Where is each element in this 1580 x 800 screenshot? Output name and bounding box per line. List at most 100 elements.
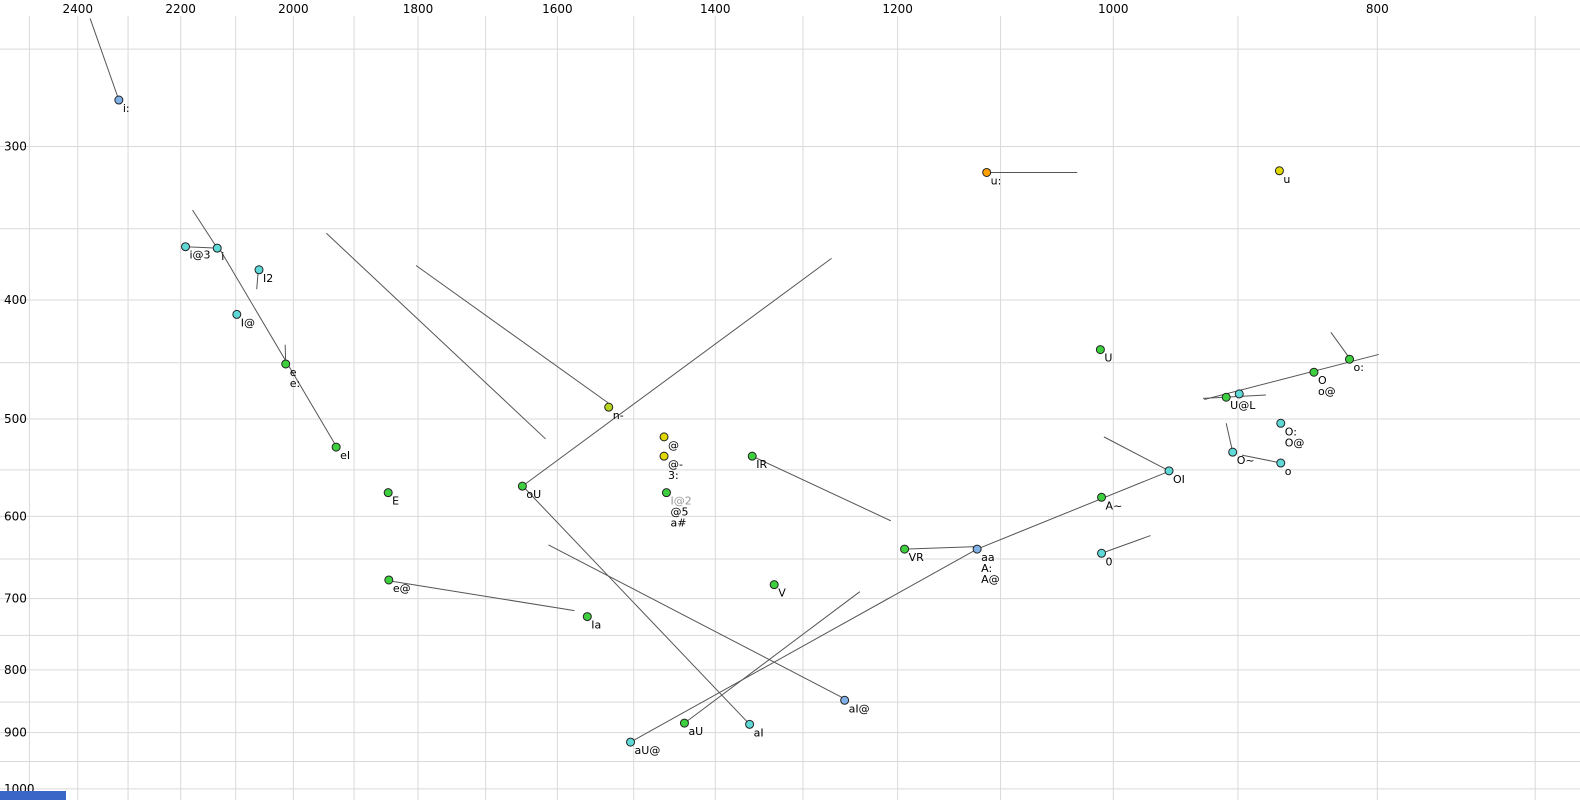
y-axis-tick-label: 700	[4, 592, 27, 606]
trajectory-line	[192, 209, 218, 249]
trajectory-line	[185, 246, 218, 249]
x-axis-tick-label: 1400	[700, 2, 731, 16]
point-label: e@	[393, 582, 411, 595]
point-label: aI	[754, 726, 764, 739]
point-label: u:	[991, 174, 1002, 187]
trajectory-line	[326, 232, 546, 440]
data-point-I@[interactable]	[232, 309, 242, 319]
point-label: oU	[526, 488, 541, 501]
point-label: o:	[1354, 361, 1364, 374]
point-label: aU@	[635, 744, 661, 757]
data-point-n-[interactable]	[604, 402, 614, 412]
y-axis-tick-label: 500	[4, 412, 27, 426]
trajectory-line	[684, 591, 861, 724]
data-point-i[interactable]	[212, 243, 222, 253]
point-label: 3:	[668, 469, 679, 482]
data-point-@[interactable]	[659, 432, 669, 442]
point-label: I2	[263, 272, 273, 285]
x-axis-tick-label: 2000	[278, 2, 309, 16]
trajectory-line	[520, 483, 750, 725]
x-axis-tick-label: 1600	[542, 2, 573, 16]
y-axis-tick-label: 900	[4, 726, 27, 740]
y-axis-tick-label: 800	[4, 663, 27, 677]
point-label: @5	[670, 506, 688, 519]
data-point-VR[interactable]	[900, 544, 910, 554]
point-label: O@	[1285, 436, 1305, 449]
data-point-oU[interactable]	[517, 481, 527, 491]
data-point-e@[interactable]	[384, 575, 394, 585]
point-label: n-	[613, 409, 624, 422]
data-point-IR[interactable]	[747, 451, 757, 461]
x-axis-tick-label: 800	[1366, 2, 1389, 16]
trajectory-line	[415, 265, 609, 404]
point-label: O:	[1285, 425, 1297, 438]
point-label: aa	[981, 551, 994, 564]
data-point-aI@[interactable]	[840, 695, 850, 705]
data-point-O~[interactable]	[1228, 447, 1238, 457]
point-label: u	[1283, 173, 1290, 186]
data-point-aU[interactable]	[679, 718, 689, 728]
data-point-V[interactable]	[769, 580, 779, 590]
data-point-A~[interactable]	[1097, 492, 1107, 502]
data-point-I@2[interactable]	[661, 488, 671, 498]
data-point-U@L[interactable]	[1221, 392, 1231, 402]
data-point-Ia[interactable]	[582, 612, 592, 622]
data-point-u[interactable]	[1274, 166, 1284, 176]
data-point-i:[interactable]	[114, 95, 124, 105]
point-label: 0	[1106, 555, 1113, 568]
data-point-0[interactable]	[1097, 548, 1107, 558]
y-axis-tick-label: 400	[4, 293, 27, 307]
data-point-o[interactable]	[1276, 458, 1286, 468]
trajectory-line	[522, 257, 832, 487]
data-point-e[interactable]	[281, 359, 291, 369]
data-point-i@3[interactable]	[181, 242, 191, 252]
point-label: A@	[981, 573, 1000, 586]
y-axis-tick-label: 600	[4, 509, 27, 523]
trajectory-line	[1202, 394, 1266, 399]
trajectory-line	[1241, 454, 1277, 463]
point-label: U	[1104, 352, 1112, 365]
point-label: O~	[1237, 454, 1255, 467]
data-point-aI[interactable]	[745, 719, 755, 729]
point-label: i	[221, 250, 224, 263]
data-point-E[interactable]	[383, 488, 393, 498]
data-point-o:[interactable]	[1345, 354, 1355, 364]
point-label: O	[1318, 374, 1327, 387]
data-point-unlabeled[interactable]	[1234, 389, 1244, 399]
bottom-left-accent	[0, 791, 66, 800]
trajectory-line	[1101, 535, 1151, 554]
point-label: VR	[909, 551, 925, 564]
x-axis-tick-label: 1000	[1098, 2, 1129, 16]
data-point-OI[interactable]	[1164, 466, 1174, 476]
data-point-U[interactable]	[1095, 345, 1105, 355]
point-label: aU	[688, 725, 703, 738]
trajectory-line	[1330, 332, 1350, 359]
trajectory-line	[976, 471, 1168, 550]
x-axis-tick-label: 2200	[165, 2, 196, 16]
point-label: i@3	[190, 249, 211, 262]
point-label: A:	[981, 562, 992, 575]
point-label: Ia	[591, 619, 601, 632]
data-point-u:[interactable]	[982, 167, 992, 177]
x-axis-tick-label: 2400	[62, 2, 93, 16]
point-label: OI	[1173, 473, 1185, 486]
trajectory-line	[751, 455, 891, 522]
point-label: eI	[340, 449, 350, 462]
data-point-I2[interactable]	[254, 265, 264, 275]
trajectory-line	[1225, 423, 1234, 453]
point-label: U@L	[1230, 399, 1256, 412]
data-point-@-[interactable]	[659, 451, 669, 461]
data-point-O[interactable]	[1309, 367, 1319, 377]
point-label: E	[392, 495, 399, 508]
trajectory-line	[904, 546, 977, 550]
y-axis-tick-label: 300	[4, 139, 27, 153]
data-point-O:[interactable]	[1276, 418, 1286, 428]
point-label: e:	[290, 377, 300, 390]
trajectory-line	[630, 548, 978, 743]
data-point-aa[interactable]	[972, 544, 982, 554]
point-label: a#	[670, 517, 686, 530]
data-point-eI[interactable]	[331, 442, 341, 452]
point-label: o	[1285, 465, 1292, 478]
point-label: o@	[1318, 385, 1336, 398]
data-point-aU@[interactable]	[626, 737, 636, 747]
